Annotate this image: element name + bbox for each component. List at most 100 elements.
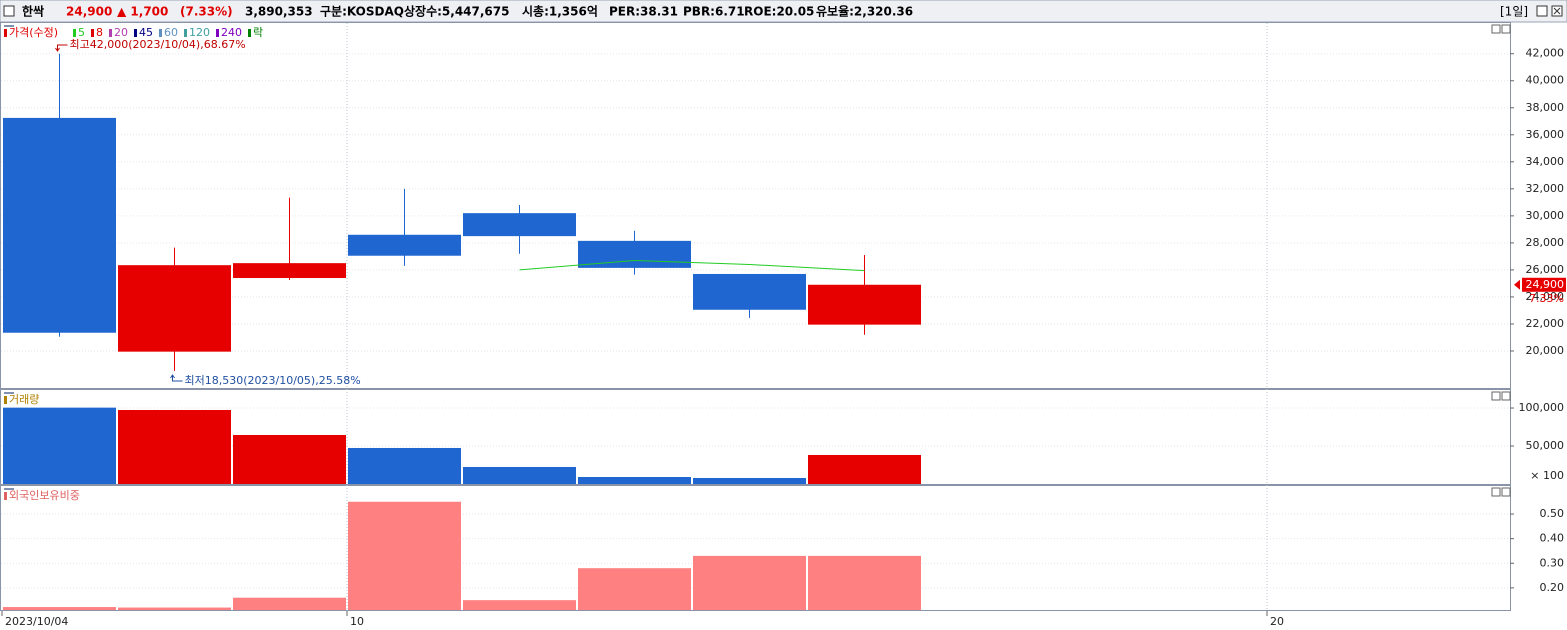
- legend-label: 240: [221, 26, 242, 39]
- panel-icon: [4, 488, 14, 490]
- panel-button: [1501, 487, 1511, 497]
- y-tick-label: 40,000: [1526, 74, 1565, 87]
- x-tick-label: 20: [1270, 615, 1284, 628]
- reserve: 유보율:2,320.36: [816, 5, 913, 19]
- panel-label: 가격(수정): [9, 26, 58, 39]
- y-tick-label: 30,000: [1526, 209, 1565, 222]
- bar: [348, 501, 461, 610]
- annotation-text: 최저18,530(2023/10/05),25.58%: [185, 374, 361, 387]
- x-tick-label: 10: [350, 615, 364, 628]
- bar: [578, 568, 691, 610]
- panel-button: [1501, 391, 1511, 401]
- y-tick-label: 0.30: [1540, 556, 1565, 569]
- legend-label: 5: [78, 26, 85, 39]
- y-tick-label: 20,000: [1526, 344, 1565, 357]
- candle-body: [233, 263, 346, 279]
- header-fields: 한싹 24,900 ▲ 1,700 (7.33%) 3,890,353 구분:K…: [22, 4, 1528, 19]
- legend-swatch: [134, 29, 137, 37]
- legend-label: 20: [114, 26, 128, 39]
- bar: [233, 597, 346, 610]
- panel-label-swatch: [4, 29, 7, 37]
- y-tick-label: 42,000: [1526, 47, 1565, 60]
- change-pct: (7.33%): [180, 5, 233, 19]
- panel-icon: [4, 392, 14, 394]
- legend-swatch: [91, 29, 94, 37]
- market: 구분:KOSDAQ: [320, 5, 404, 19]
- y-tick-label: 0.50: [1540, 507, 1565, 520]
- period[interactable]: [1일]: [1500, 5, 1528, 19]
- y-tick-label: 36,000: [1526, 128, 1565, 141]
- panel-button: [1491, 24, 1501, 34]
- candle-body: [693, 273, 806, 310]
- legend-label: 45: [139, 26, 153, 39]
- legend-label: 120: [189, 26, 210, 39]
- panel-label: 외국인보유비중: [9, 489, 80, 502]
- listed: 상장수:5,447,675: [404, 4, 509, 19]
- legend-swatch: [216, 29, 219, 37]
- bar: [233, 434, 346, 484]
- bar: [578, 477, 691, 484]
- bar: [463, 600, 576, 610]
- bar: [118, 409, 231, 484]
- annotation-text: 최고42,000(2023/10/04),68.67%: [70, 38, 246, 51]
- y-tick-label: 26,000: [1526, 263, 1565, 276]
- panel-label: 거래량: [9, 393, 39, 406]
- panel-button: [1501, 24, 1511, 34]
- roe: ROE:20.05: [744, 5, 814, 19]
- legend-swatch: [184, 29, 187, 37]
- candle-body: [808, 284, 921, 325]
- annotation-arrow: [55, 44, 68, 52]
- panel-button: [1491, 391, 1501, 401]
- checkbox[interactable]: [3, 5, 15, 17]
- bar: [3, 607, 116, 610]
- legend-swatch: [159, 29, 162, 37]
- x-tick-label: 2023/10/04: [5, 615, 68, 628]
- annotation-arrow: [170, 374, 183, 382]
- y-tick-label: 0.40: [1540, 532, 1565, 545]
- unit-label: × 100: [1530, 469, 1564, 482]
- legend-swatch: [248, 29, 251, 37]
- moving-average-line: [519, 259, 865, 272]
- y-tick-label: 0.20: [1540, 581, 1565, 594]
- volume: 3,890,353: [245, 5, 313, 19]
- y-tick-label: 100,000: [1519, 401, 1565, 414]
- bar: [808, 555, 921, 610]
- bar: [463, 466, 576, 484]
- legend-label: 락: [253, 26, 263, 39]
- panel-button: [1491, 487, 1501, 497]
- candle-body: [3, 117, 116, 333]
- legend-swatch: [73, 29, 76, 37]
- market-cap: 시총:1,356억: [522, 4, 598, 19]
- current-price-box: [1522, 277, 1566, 292]
- legend-swatch: [109, 29, 112, 37]
- close-icon: [1553, 7, 1561, 15]
- y-tick-label: 38,000: [1526, 101, 1565, 114]
- candle-body: [348, 234, 461, 256]
- current-price-pointer: [1514, 279, 1520, 290]
- panel-frame: [0, 389, 1511, 485]
- bar: [808, 454, 921, 484]
- maximize-button[interactable]: [1536, 5, 1548, 17]
- panel-label-swatch: [4, 396, 7, 404]
- per: PER:38.31: [609, 5, 678, 19]
- current-price-label: 24,900: [1526, 278, 1565, 291]
- y-tick-label: 22,000: [1526, 317, 1565, 330]
- candle-body: [118, 265, 231, 352]
- change: ▲ 1,700: [117, 5, 168, 19]
- bar: [348, 447, 461, 484]
- panel-label-swatch: [4, 492, 7, 500]
- y-tick-label: 50,000: [1526, 439, 1565, 452]
- bar: [3, 407, 116, 484]
- legend-label: 8: [96, 26, 103, 39]
- y-tick-label: 32,000: [1526, 182, 1565, 195]
- y-tick-label: 34,000: [1526, 155, 1565, 168]
- legend-label: 60: [164, 26, 178, 39]
- panel-frame: [0, 22, 1511, 389]
- bar: [118, 607, 231, 610]
- y-tick-label: 24,000: [1526, 290, 1565, 303]
- panel-icon: [4, 25, 14, 27]
- current-change-label: 7.33%: [1529, 292, 1564, 305]
- pbr: PBR:6.71: [683, 5, 745, 19]
